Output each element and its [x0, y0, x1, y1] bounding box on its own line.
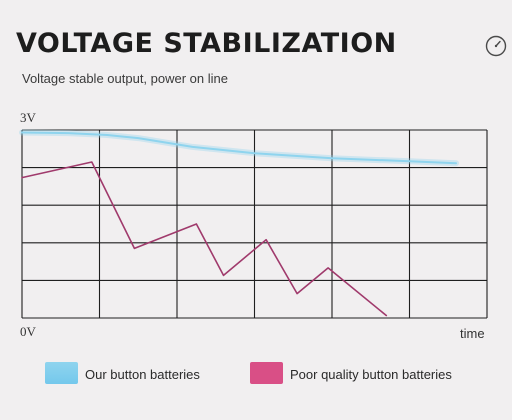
chart-title: VOLTAGE STABILIZATION — [16, 28, 397, 59]
y-axis-top-label: 3V — [20, 110, 36, 125]
series-line-poor-batteries — [21, 161, 388, 317]
series-line-our-batteries — [21, 131, 457, 165]
legend-swatch-our-batteries — [45, 362, 78, 384]
chart-subtitle: Voltage stable output, power on line — [22, 71, 228, 86]
x-axis-label: time — [460, 326, 485, 341]
legend-swatch-poor-batteries — [250, 362, 283, 384]
gauge-icon — [485, 35, 507, 57]
y-axis-bottom-label: 0V — [20, 324, 36, 339]
legend-label-poor-batteries: Poor quality button batteries — [290, 367, 452, 382]
series-line-glow-our-batteries — [19, 129, 459, 167]
legend-label-our-batteries: Our button batteries — [85, 367, 200, 382]
